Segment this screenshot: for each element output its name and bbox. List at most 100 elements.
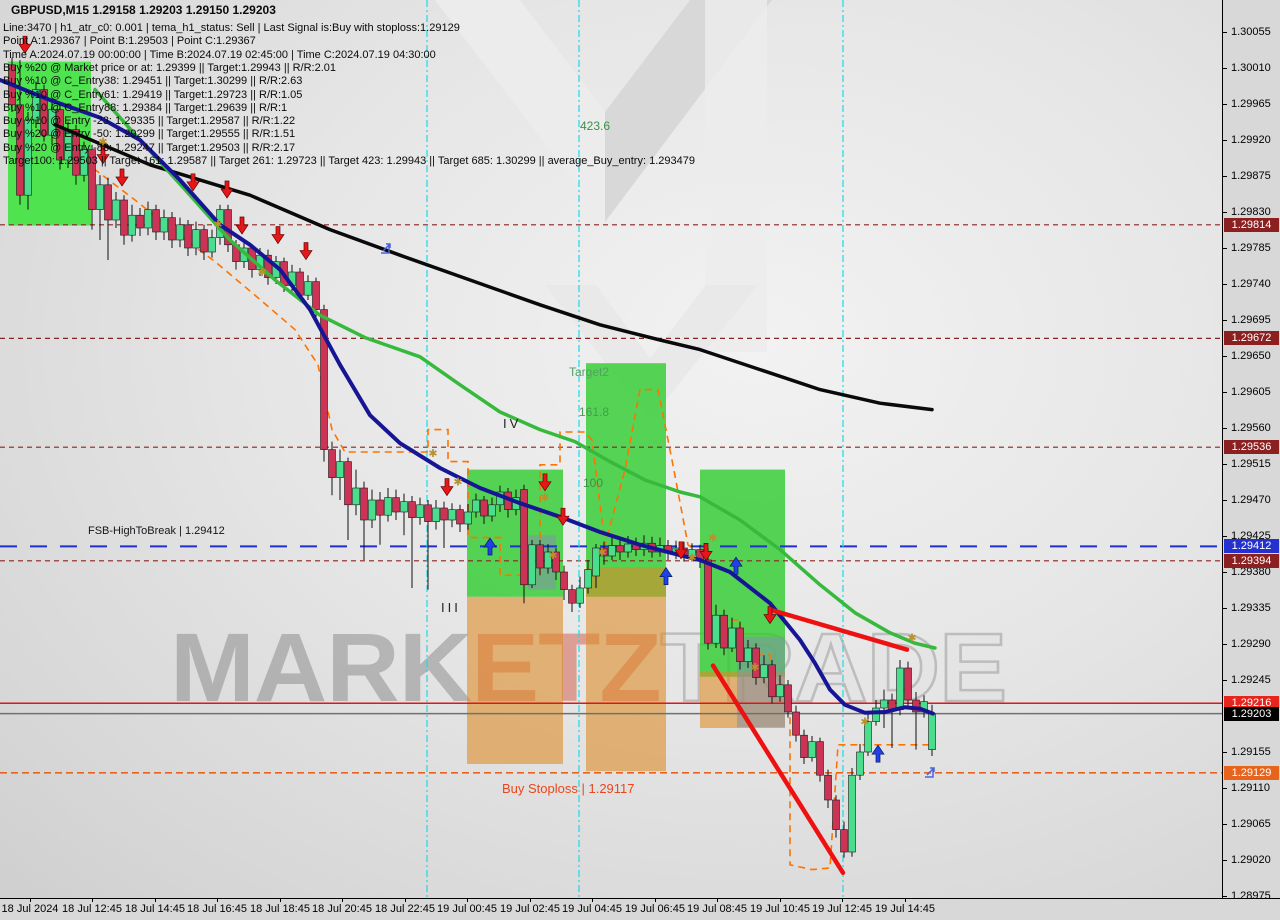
info-line: Buy %20 @ Entry -88: 1.29247 || Target:1… xyxy=(3,141,296,154)
bull-candle xyxy=(880,699,888,709)
time-axis-label: 18 Jul 20:45 xyxy=(312,903,372,915)
price-axis-label: 1.29695 xyxy=(1231,314,1271,326)
time-tick-mark xyxy=(905,899,906,902)
sell-arrow-icon xyxy=(538,473,552,492)
price-tick-mark xyxy=(1223,176,1227,177)
exit-signal-icon xyxy=(381,245,390,254)
bear-candle xyxy=(840,829,848,853)
time-axis-label: 19 Jul 04:45 xyxy=(562,903,622,915)
price-tick-mark xyxy=(1223,248,1227,249)
bear-candle xyxy=(832,799,840,830)
star-marker-icon: ✱ xyxy=(708,533,717,545)
bear-candle xyxy=(312,281,320,310)
chart-annotation-text: 100 xyxy=(583,476,603,490)
bear-candle xyxy=(440,507,448,521)
bull-candle xyxy=(584,569,592,589)
bear-candle xyxy=(16,104,24,196)
stop-trail-line xyxy=(54,139,930,871)
candles[interactable] xyxy=(8,57,936,858)
bull-candle xyxy=(400,501,408,513)
bull-candle xyxy=(48,109,56,136)
bull-candle xyxy=(368,499,376,521)
bear-candle xyxy=(816,741,824,776)
price-axis-label: 1.29470 xyxy=(1231,494,1271,506)
time-tick-mark xyxy=(467,899,468,902)
bear-candle xyxy=(408,501,416,518)
bear-candle xyxy=(600,547,608,557)
info-line: Buy %10 @ Entry -23: 1.29335 || Target:1… xyxy=(3,115,296,128)
price-tick-mark xyxy=(1223,608,1227,609)
sell-arrow-icon xyxy=(440,478,454,497)
price-level-badge: 1.29216 xyxy=(1224,696,1279,710)
time-tick-mark xyxy=(280,899,281,902)
price-tick-mark xyxy=(1223,104,1227,105)
price-axis[interactable]: 1.30055 1.30010 1.29965 1.29920 1.29875 1.298… xyxy=(1222,0,1280,902)
chart-annotation-text: FSB-HighToBreak | 1.29412 xyxy=(88,525,225,537)
bear-candle xyxy=(152,209,160,233)
price-level-badge: 1.29814 xyxy=(1224,218,1279,232)
bear-candle xyxy=(328,449,336,478)
bear-candle xyxy=(704,559,712,644)
info-line: Line:3470 | h1_atr_c0: 0.001 | tema_h1_s… xyxy=(3,22,460,34)
bull-candle xyxy=(384,497,392,516)
time-tick-mark xyxy=(530,899,531,902)
time-axis-label: 19 Jul 12:45 xyxy=(812,903,872,915)
price-tick-mark xyxy=(1223,428,1227,429)
star-marker-icon: ✱ xyxy=(428,448,437,460)
time-axis[interactable]: 18 Jul 2024 18 Jul 12:45 18 Jul 14:45 18 Ju… xyxy=(0,898,1280,920)
time-tick-mark xyxy=(217,899,218,902)
buy-arrows xyxy=(483,537,885,763)
bull-candle xyxy=(744,647,752,662)
candlestick-chart[interactable]: ✱ ✱ ✱ ✱ ✱ ✱ ✱ ✱ ✱ ✱ ✱ ✱ ✱ 423.6 Target2 161.8 100 FSB-Hig… xyxy=(0,0,1222,898)
bull-candle xyxy=(544,551,552,569)
info-line: Target100: 1.29503 || Target 161: 1.2958… xyxy=(3,155,695,167)
price-level-badge: 1.29129 xyxy=(1224,766,1279,780)
exit-icons xyxy=(381,243,935,778)
price-axis-label: 1.29965 xyxy=(1231,98,1271,110)
price-axis-label: 1.29650 xyxy=(1231,350,1271,362)
red-trendline[interactable] xyxy=(710,663,846,876)
bear-candle xyxy=(904,667,912,701)
bear-candle xyxy=(264,254,272,278)
sell-arrow-icon xyxy=(96,146,110,165)
trendlines[interactable] xyxy=(710,607,910,876)
bear-candle xyxy=(200,229,208,253)
bear-candle xyxy=(72,129,80,176)
bull-candle xyxy=(208,237,216,253)
bull-candle xyxy=(128,214,136,236)
bear-candle xyxy=(768,664,776,698)
time-tick-mark xyxy=(405,899,406,902)
star-markers: ✱ ✱ ✱ ✱ ✱ ✱ ✱ ✱ ✱ ✱ ✱ ✱ ✱ xyxy=(98,137,916,729)
info-line: Point A:1.29367 | Point B:1.29503 | Poin… xyxy=(3,35,256,48)
bear-candle xyxy=(40,89,48,136)
time-tick-mark xyxy=(842,899,843,902)
time-axis-label: 19 Jul 08:45 xyxy=(687,903,747,915)
bull-candle xyxy=(176,224,184,241)
bull-candle xyxy=(32,89,40,121)
sell-arrow-icon xyxy=(299,242,313,261)
price-tick-mark xyxy=(1223,536,1227,537)
red-trendline[interactable] xyxy=(767,607,910,652)
bull-candle xyxy=(304,281,312,296)
bear-candle xyxy=(104,184,112,221)
price-level-badge: 1.29672 xyxy=(1224,331,1279,345)
time-axis-label: 18 Jul 18:45 xyxy=(250,903,310,915)
orange-trail xyxy=(54,139,930,871)
buy-arrow-icon xyxy=(729,556,743,575)
bear-candle xyxy=(360,487,368,521)
bull-candle xyxy=(712,614,720,644)
price-axis-label: 1.30010 xyxy=(1231,62,1271,74)
time-axis-label: 19 Jul 02:45 xyxy=(500,903,560,915)
price-axis-label: 1.30055 xyxy=(1231,26,1271,38)
chart-area[interactable]: MARKETZTRADE ✱ ✱ ✱ ✱ ✱ ✱ ✱ ✱ ✱ ✱ ✱ ✱ ✱ 423.6 Target2 16… xyxy=(0,0,1222,898)
signal-zones xyxy=(8,61,785,772)
price-axis-label: 1.29605 xyxy=(1231,386,1271,398)
time-axis-label: 18 Jul 22:45 xyxy=(375,903,435,915)
price-axis-label: 1.29380 xyxy=(1231,566,1271,578)
sell-arrow-icon xyxy=(186,173,200,192)
bear-candle xyxy=(136,214,144,229)
bear-candle xyxy=(792,711,800,736)
bear-candle xyxy=(168,217,176,241)
chart-annotation-text: Target2 xyxy=(569,365,609,379)
